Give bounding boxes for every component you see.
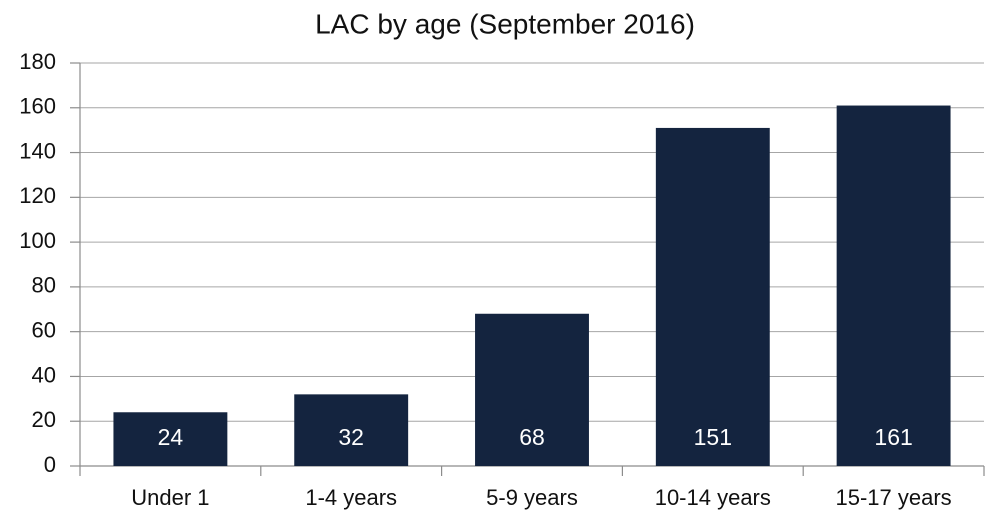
y-tick-label: 0: [44, 452, 56, 477]
data-label: 68: [519, 424, 545, 450]
data-label: 32: [338, 424, 364, 450]
y-tick-label: 120: [19, 183, 56, 208]
y-tick-label: 140: [19, 138, 56, 163]
data-label: 151: [694, 424, 732, 450]
y-tick-label: 60: [32, 317, 56, 342]
bar: [475, 313, 589, 466]
x-tick-label: 15-17 years: [836, 485, 952, 510]
x-tick-label: 1-4 years: [305, 485, 397, 510]
bar: [294, 394, 409, 466]
bar: [836, 105, 951, 467]
y-tick-label: 80: [32, 273, 56, 298]
x-tick-label: 10-14 years: [655, 485, 771, 510]
data-label: 161: [874, 424, 912, 450]
x-tick-label: 5-9 years: [486, 485, 578, 510]
y-tick-label: 160: [19, 94, 56, 119]
data-label: 24: [158, 424, 184, 450]
y-tick-label: 20: [32, 407, 56, 432]
y-tick-label: 40: [32, 362, 56, 387]
y-tick-label: 100: [19, 228, 56, 253]
chart-title: LAC by age (September 2016): [315, 8, 695, 39]
y-tick-label: 180: [19, 49, 56, 74]
bar: [655, 127, 770, 466]
bar: [113, 412, 228, 466]
x-tick-label: Under 1: [131, 485, 209, 510]
